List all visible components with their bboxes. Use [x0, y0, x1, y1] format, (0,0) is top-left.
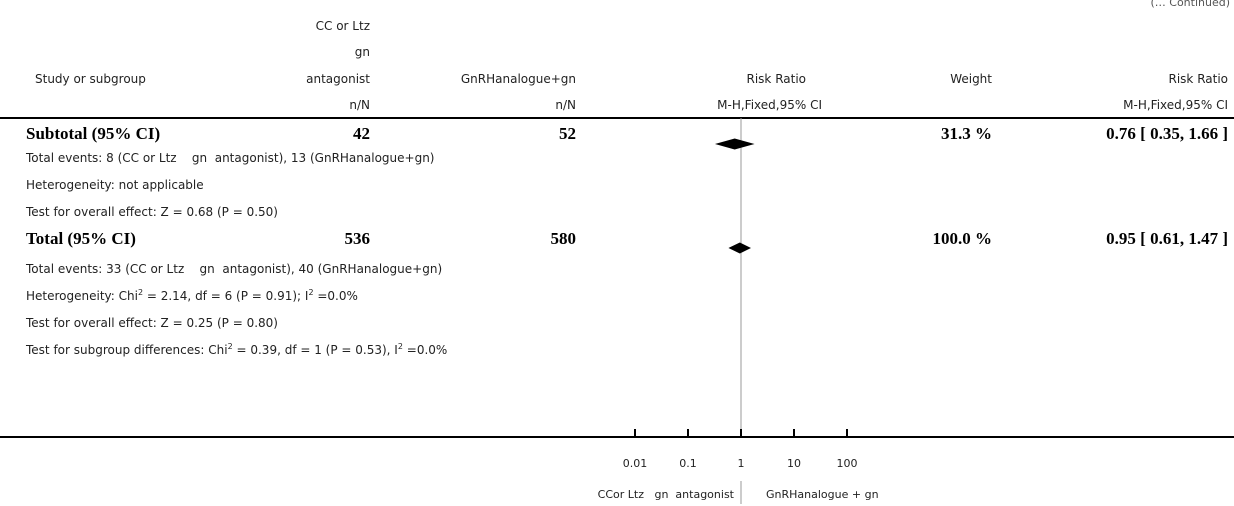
total-heterogeneity: Heterogeneity: Chi2 = 2.14, df = 6 (P = …	[26, 288, 358, 304]
x-tick-label: 0.1	[679, 457, 697, 470]
favours-right-label: GnRHanalogue + gn	[766, 488, 879, 501]
continued-label: (… Continued)	[1150, 0, 1230, 9]
summary-diamond	[728, 242, 751, 254]
header-exp-line2: gn	[354, 45, 370, 59]
subtotal-test: Test for overall effect: Z = 0.68 (P = 0…	[26, 205, 278, 219]
header-study: Study or subgroup	[35, 72, 146, 86]
header-risk-ratio: Risk Ratio	[746, 72, 807, 86]
subtotal-exp: 42	[353, 124, 370, 143]
subtotal-events: Total events: 8 (CC or Ltz gn antagonist…	[26, 151, 435, 165]
total-ctrl: 580	[550, 229, 577, 248]
header-exp-unit: n/N	[349, 98, 370, 112]
header-rr2-method: M-H,Fixed,95% CI	[1123, 98, 1228, 112]
total-label: Total (95% CI)	[26, 229, 136, 248]
total-weight: 100.0 %	[932, 229, 993, 248]
subtotal-label: Subtotal (95% CI)	[26, 124, 161, 143]
x-tick-label: 100	[837, 457, 858, 470]
favours-left-label: CCor Ltz gn antagonist	[597, 488, 734, 501]
subgroup-differences: Test for subgroup differences: Chi2 = 0.…	[26, 342, 448, 358]
header-weight: Weight	[950, 72, 992, 86]
header-ctrl-unit: n/N	[555, 98, 576, 112]
subtotal-weight: 31.3 %	[941, 124, 992, 143]
header-rr-method: M-H,Fixed,95% CI	[717, 98, 822, 112]
x-tick-label: 1	[738, 457, 745, 470]
header-exp-line3: antagonist	[306, 72, 370, 86]
header-ctrl: GnRHanalogue+gn	[460, 72, 576, 86]
bottom-rule	[0, 436, 1234, 438]
total-ci: 0.95 [ 0.61, 1.47 ]	[1106, 229, 1228, 248]
total-exp: 536	[344, 229, 371, 248]
subtotal-ci: 0.76 [ 0.35, 1.66 ]	[1106, 124, 1228, 143]
subtotal-ctrl: 52	[559, 124, 576, 143]
total-test: Test for overall effect: Z = 0.25 (P = 0…	[26, 316, 278, 330]
header-rule	[0, 117, 1234, 119]
header-risk-ratio-2: Risk Ratio	[1168, 72, 1229, 86]
total-events: Total events: 33 (CC or Ltz gn antagonis…	[26, 262, 443, 276]
header-exp-line1: CC or Ltz	[315, 19, 370, 33]
summary-diamond	[714, 138, 755, 150]
x-tick-label: 10	[787, 457, 801, 470]
x-tick-label: 0.01	[623, 457, 648, 470]
subtotal-heterogeneity: Heterogeneity: not applicable	[26, 178, 204, 192]
